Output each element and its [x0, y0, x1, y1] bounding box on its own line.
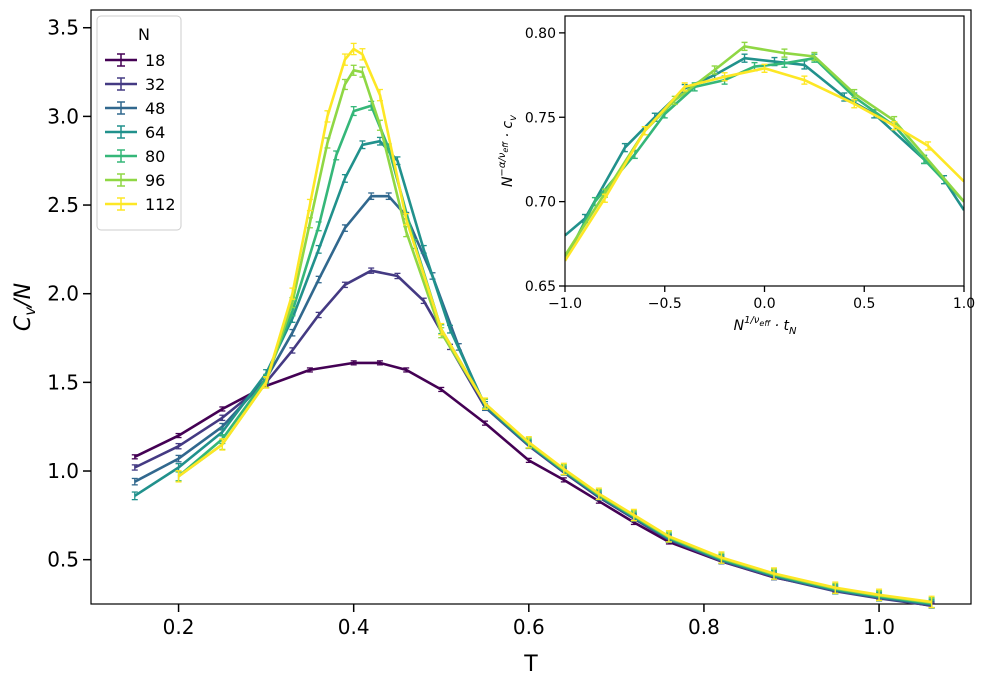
inset-y-label-sup-sub: eff [501, 141, 510, 153]
main-y-tick-label: 3.0 [47, 104, 79, 128]
main-plot-frame [90, 9, 972, 605]
main-x-axis-label: T [523, 652, 538, 677]
inset-x-label-sup-sub: eff [759, 319, 771, 328]
legend: N 18 32 48 64 80 96 112 [96, 15, 182, 231]
main-y-label-base: C [11, 315, 36, 331]
legend-label-18: 18 [145, 51, 165, 70]
inset-x-ticks: −1.0 −0.5 0.0 0.5 1.0 [548, 286, 975, 312]
main-y-tick-label: 0.5 [47, 548, 79, 572]
inset-x-tick-label: 0.0 [753, 296, 775, 312]
inset-x-tick-label: 1.0 [953, 296, 975, 312]
legend-box [96, 15, 182, 231]
legend-label-96: 96 [145, 171, 165, 190]
main-x-ticks: 0.2 0.4 0.6 0.8 1.0 [163, 604, 895, 639]
main-y-ticks: 0.5 1.0 1.5 2.0 2.5 3.0 3.5 [47, 16, 91, 572]
inset-axes: −1.0 −0.5 0.0 0.5 1.0 0.650.700.750.80 N1/νe… [497, 15, 975, 337]
legend-label-80: 80 [145, 147, 165, 166]
inset-y-ticks: 0.65 0.70 0.75 0.80 [525, 26, 565, 295]
inset-y-tick-label: 0.75 [525, 110, 556, 126]
main-axes: 0.2 0.4 0.6 0.8 1.0 0.51.01.52.02.53.03.5 T … [11, 9, 972, 677]
legend-label-112: 112 [145, 195, 176, 214]
legend-entries: 18 32 48 64 80 96 112 [105, 51, 176, 214]
inset-x-axis-label: N1/νeff · tN [734, 315, 797, 337]
inset-x-label-tail-sub: N [789, 326, 797, 337]
inset-y-tick-label: 0.80 [525, 26, 556, 42]
main-y-tick-label: 2.0 [47, 282, 79, 306]
inset-x-label-base: N [734, 318, 745, 334]
inset-x-label-sup: 1/ν [744, 315, 760, 326]
main-y-tick-label: 1.0 [47, 459, 79, 483]
inset-x-tick-label: 0.5 [853, 296, 875, 312]
main-y-label-sub: v [21, 306, 39, 316]
inset-y-label-base: N [500, 176, 516, 187]
main-y-axis-label: Cv/N [11, 283, 39, 331]
main-x-tick-label: 0.6 [513, 615, 545, 639]
inset-series-group [565, 41, 964, 262]
main-y-label-tail: /N [11, 283, 36, 309]
main-x-tick-label: 0.8 [688, 615, 720, 639]
main-x-tick-label: 1.0 [863, 615, 895, 639]
main-y-tick-label: 3.5 [47, 16, 79, 40]
inset-x-tick-label: −1.0 [548, 296, 582, 312]
main-y-tick-label: 1.5 [47, 370, 79, 394]
inset-y-label-tail-sub: v [508, 114, 519, 121]
inset-y-tick-label: 0.70 [525, 195, 556, 211]
legend-label-48: 48 [145, 99, 165, 118]
main-series-group [131, 42, 935, 609]
legend-label-32: 32 [145, 75, 165, 94]
main-x-tick-label: 0.2 [163, 615, 195, 639]
inset-x-label-tail: · t [770, 318, 789, 334]
inset-y-label-tail: · c [500, 121, 516, 142]
inset-y-tick-label: 0.65 [525, 279, 556, 295]
main-y-tick-label: 2.5 [47, 193, 79, 217]
inset-series-clip [565, 41, 964, 262]
inset-x-tick-label: −0.5 [648, 296, 682, 312]
main-x-tick-label: 0.4 [338, 615, 370, 639]
inset-y-label-sup: −α/ν [497, 152, 508, 176]
legend-title: N [138, 25, 150, 44]
inset-y-axis-label: N−α/νeff · cv [497, 114, 519, 187]
legend-label-64: 64 [145, 123, 165, 142]
